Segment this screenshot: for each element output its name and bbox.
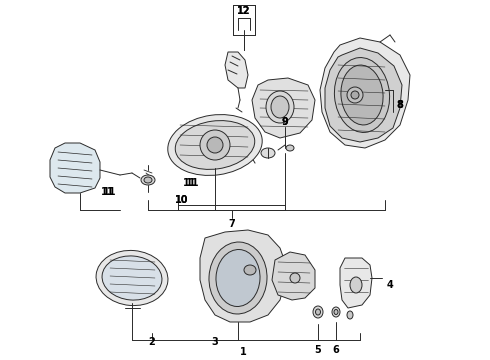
Text: 3: 3	[212, 337, 219, 347]
Ellipse shape	[244, 265, 256, 275]
Ellipse shape	[96, 251, 168, 306]
Ellipse shape	[334, 58, 390, 132]
Polygon shape	[50, 143, 100, 193]
Text: 10: 10	[175, 195, 189, 205]
Text: 9: 9	[282, 117, 289, 127]
Polygon shape	[340, 258, 372, 308]
Text: 2: 2	[148, 337, 155, 347]
Ellipse shape	[341, 65, 383, 125]
Text: 11: 11	[186, 178, 200, 188]
Ellipse shape	[313, 306, 323, 318]
Text: 12: 12	[237, 6, 251, 16]
Ellipse shape	[334, 310, 338, 315]
Ellipse shape	[168, 114, 262, 175]
Ellipse shape	[216, 249, 260, 306]
Ellipse shape	[316, 309, 320, 315]
Text: 7: 7	[229, 219, 235, 229]
Polygon shape	[252, 78, 315, 138]
Ellipse shape	[207, 137, 223, 153]
Text: 11: 11	[103, 187, 117, 197]
Text: 9: 9	[282, 117, 289, 127]
Text: 4: 4	[387, 280, 393, 290]
Text: 5: 5	[315, 345, 321, 355]
Polygon shape	[325, 48, 402, 142]
Text: 10: 10	[175, 195, 189, 205]
Ellipse shape	[347, 87, 363, 103]
Polygon shape	[200, 230, 285, 322]
Text: 12: 12	[237, 6, 251, 16]
Text: 6: 6	[333, 345, 340, 355]
Text: 11: 11	[101, 187, 115, 197]
Ellipse shape	[271, 96, 289, 118]
Text: 11: 11	[183, 178, 197, 188]
Polygon shape	[225, 52, 248, 88]
Text: 8: 8	[396, 100, 403, 110]
Ellipse shape	[286, 145, 294, 151]
Ellipse shape	[141, 175, 155, 185]
Ellipse shape	[266, 91, 294, 123]
Ellipse shape	[200, 130, 230, 160]
Text: 1: 1	[240, 347, 246, 357]
Polygon shape	[320, 38, 410, 148]
Ellipse shape	[332, 307, 340, 317]
Ellipse shape	[261, 148, 275, 158]
Polygon shape	[272, 252, 315, 300]
Text: 8: 8	[396, 100, 403, 110]
Ellipse shape	[351, 91, 359, 99]
Ellipse shape	[290, 273, 300, 283]
Ellipse shape	[347, 311, 353, 319]
Ellipse shape	[350, 277, 362, 293]
Ellipse shape	[102, 256, 162, 300]
Ellipse shape	[144, 177, 152, 183]
Ellipse shape	[175, 121, 255, 170]
Bar	[233, 5, 255, 35]
Ellipse shape	[209, 242, 267, 314]
